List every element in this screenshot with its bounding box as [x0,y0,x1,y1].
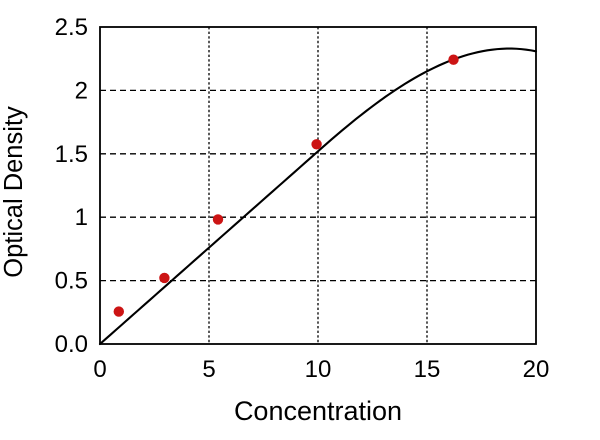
svg-text:0.5: 0.5 [55,268,88,295]
svg-text:Concentration: Concentration [234,396,402,426]
svg-text:15: 15 [414,356,441,383]
svg-text:10: 10 [305,356,332,383]
svg-text:2.5: 2.5 [55,14,88,41]
svg-text:2: 2 [75,77,88,104]
svg-text:1: 1 [75,204,88,231]
svg-text:5: 5 [202,356,215,383]
svg-text:20: 20 [523,356,550,383]
svg-text:1.5: 1.5 [55,141,88,168]
svg-text:Optical Density: Optical Density [0,106,28,278]
svg-text:0: 0 [93,356,106,383]
svg-text:0.0: 0.0 [55,331,88,358]
